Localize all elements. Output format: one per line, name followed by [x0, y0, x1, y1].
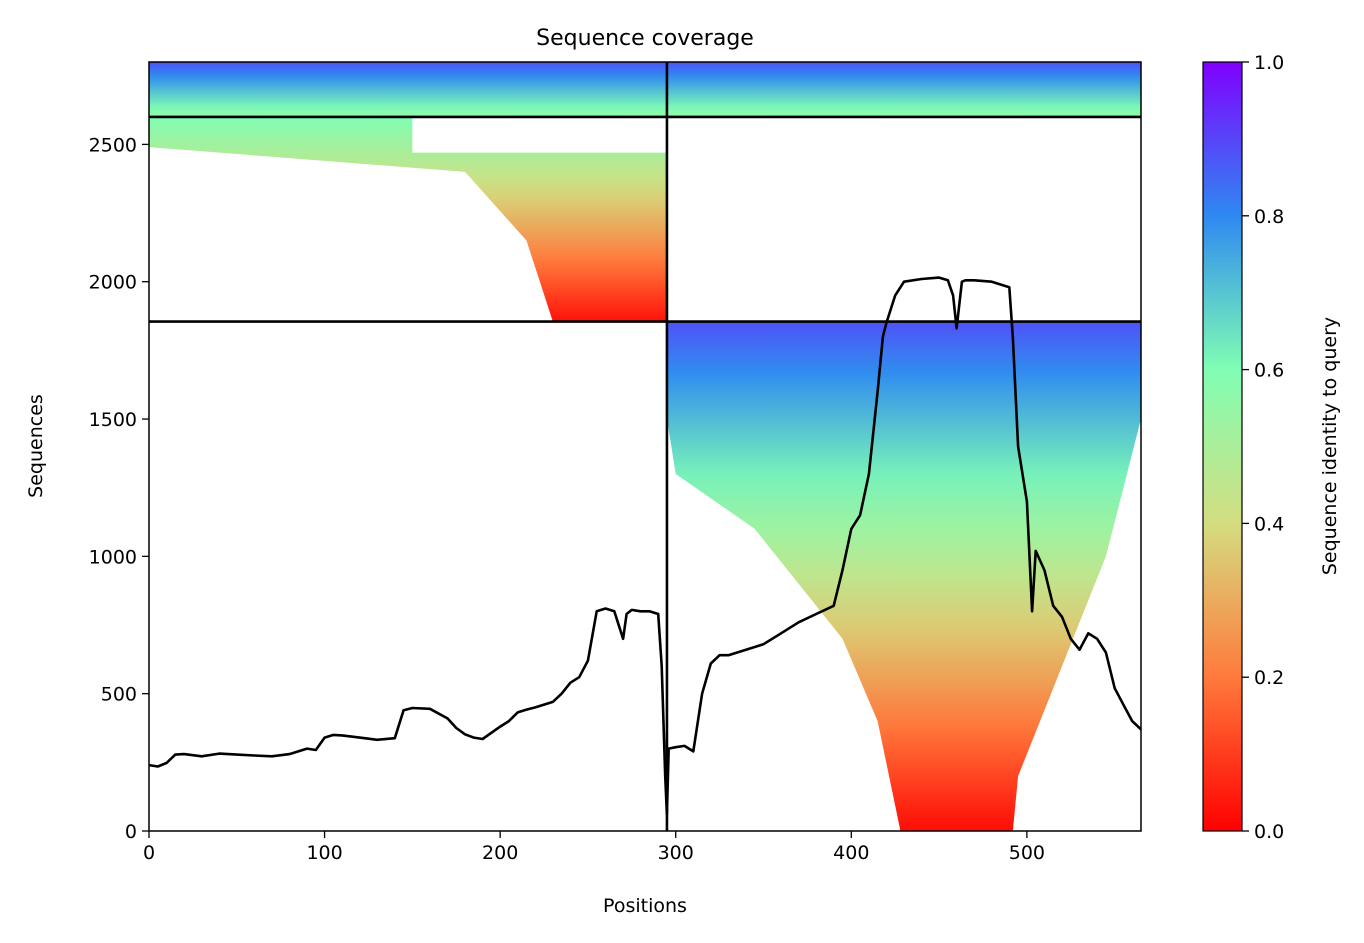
y-tick-label: 2000 [89, 272, 137, 294]
colorbar-label: Sequence identity to query [1319, 317, 1341, 575]
colorbar-tick-label: 0.8 [1254, 206, 1284, 228]
colorbar-tick-label: 1.0 [1254, 52, 1284, 74]
y-tick-label: 0 [125, 821, 137, 843]
y-tick-label: 2500 [89, 134, 137, 156]
chain-boundaries [149, 62, 1141, 831]
x-tick-label: 200 [482, 842, 518, 864]
y-axis-label: Sequences [25, 394, 47, 498]
x-tick-label: 500 [1009, 842, 1045, 864]
x-axis-label: Positions [603, 895, 687, 917]
coverage-line [149, 276, 1141, 816]
chart-title: Sequence coverage [536, 26, 754, 51]
x-tick-label: 0 [143, 842, 155, 864]
x-tick-label: 100 [306, 842, 342, 864]
colorbar-tick-label: 0.0 [1254, 821, 1284, 843]
y-axis-ticks: 0 500 1000 1500 2000 2500 [89, 134, 149, 843]
x-tick-label: 400 [833, 842, 869, 864]
colorbar: 0.0 0.2 0.4 0.6 0.8 1.0 Sequence identity to … [1202, 52, 1341, 843]
coverage-line-group [149, 276, 1141, 816]
y-tick-label: 500 [101, 684, 137, 706]
colorbar-tick-label: 0.4 [1254, 513, 1284, 535]
coverage-blocks [149, 62, 1141, 831]
colorbar-tick-label: 0.2 [1254, 667, 1284, 689]
coverage-block-3 [149, 116, 667, 322]
y-tick-label: 1000 [89, 546, 137, 568]
coverage-block-4 [666, 321, 1141, 831]
plot-frame [148, 61, 1142, 832]
x-axis-ticks: 0 100 200 300 400 500 [143, 831, 1045, 864]
coverage-block-2 [666, 62, 1141, 117]
colorbar-tick-label: 0.6 [1254, 360, 1284, 382]
x-tick-label: 300 [658, 842, 694, 864]
coverage-block-1 [149, 62, 667, 117]
colorbar-ticks: 0.0 0.2 0.4 0.6 0.8 1.0 [1242, 52, 1284, 843]
y-tick-label: 1500 [89, 409, 137, 431]
colorbar-gradient [1202, 61, 1243, 832]
